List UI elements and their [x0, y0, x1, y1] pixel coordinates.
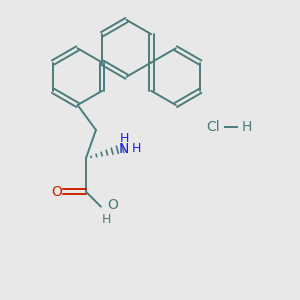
- Text: H: H: [102, 213, 112, 226]
- Text: H: H: [132, 142, 141, 155]
- Text: N: N: [119, 142, 129, 156]
- Text: O: O: [107, 198, 118, 212]
- Text: Cl: Cl: [206, 120, 220, 134]
- Text: O: O: [52, 185, 62, 199]
- Text: H: H: [120, 133, 129, 146]
- Text: H: H: [242, 120, 252, 134]
